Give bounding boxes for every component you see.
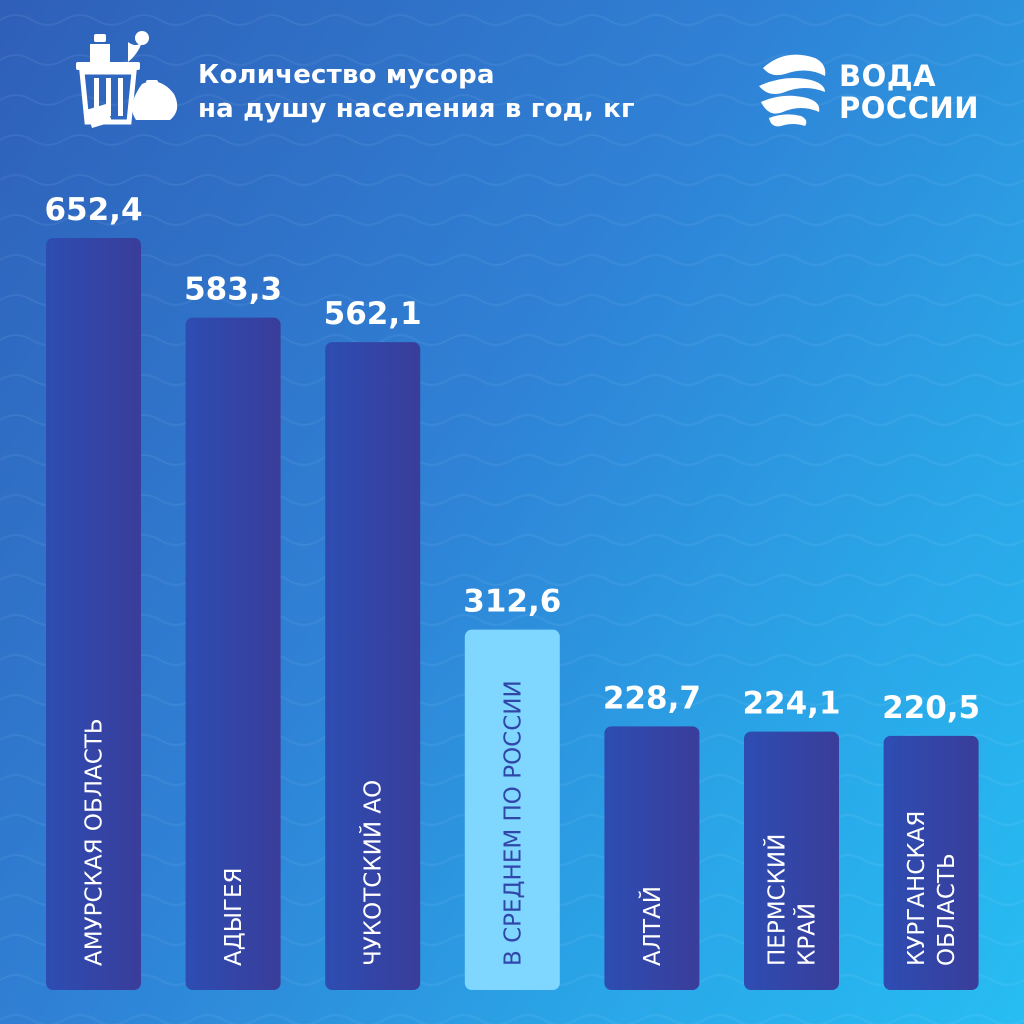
bar-group: 224,1 ПЕРМСКИЙ КРАЙ bbox=[742, 686, 841, 990]
bar-category-label: АДЫГЕЯ bbox=[221, 867, 247, 966]
chart-title: Количество мусора на душу населения в го… bbox=[198, 58, 635, 126]
bar bbox=[604, 726, 700, 990]
bar-average bbox=[464, 629, 560, 990]
bar-value-label: 583,3 bbox=[184, 272, 282, 308]
bar-category-label-line: АЛТАЙ bbox=[638, 886, 666, 966]
bar-value-label: 652,4 bbox=[44, 192, 142, 228]
logo-line-1: ВОДА bbox=[839, 59, 937, 93]
bar-value-label: 228,7 bbox=[603, 680, 701, 716]
bar bbox=[744, 731, 839, 990]
bar-category-label-line: ЧУКОТСКИЙ АО bbox=[359, 780, 387, 966]
bar-value-label: 224,1 bbox=[742, 686, 840, 722]
trash-bin-icon bbox=[76, 31, 178, 128]
bar-category-label: ПЕРМСКИЙ КРАЙ bbox=[763, 834, 821, 966]
bar-group: 583,3 АДЫГЕЯ bbox=[184, 272, 282, 990]
bar-group: 562,1 ЧУКОТСКИЙ АО bbox=[324, 296, 422, 991]
bar-category-label-line: ПЕРМСКИЙ bbox=[763, 834, 791, 966]
voda-rossii-logo: ВОДА РОССИИ bbox=[755, 50, 1015, 134]
bar bbox=[325, 342, 421, 991]
bar-value-label: 220,5 bbox=[882, 690, 980, 726]
bars: 652,4 АМУРСКАЯ ОБЛАСТЬ 583,3 АДЫГЕЯ 562,1 ЧУК… bbox=[44, 192, 980, 991]
bar-category-label-line: АМУРСКАЯ ОБЛАСТЬ bbox=[82, 718, 108, 966]
bar-category-label-line: КУРГАНСКАЯ bbox=[904, 811, 930, 966]
bar-value-label: 562,1 bbox=[324, 296, 422, 332]
bar-category-label-line: КРАЙ bbox=[793, 903, 821, 966]
bar-value-label: 312,6 bbox=[463, 584, 561, 620]
bar-category-label-line: В СРЕДНЕМ ПО РОССИИ bbox=[500, 680, 526, 966]
bar-category-label: АМУРСКАЯ ОБЛАСТЬ bbox=[82, 718, 108, 966]
chart-title-line-2: на душу населения в год, кг bbox=[198, 94, 635, 124]
logo-line-2: РОССИИ bbox=[839, 91, 980, 125]
bar-category-label: КУРГАНСКАЯ ОБЛАСТЬ bbox=[904, 811, 960, 966]
bar bbox=[883, 735, 979, 990]
bar-group: 220,5 КУРГАНСКАЯ ОБЛАСТЬ bbox=[882, 690, 980, 990]
bar-category-label-line: АДЫГЕЯ bbox=[221, 867, 247, 966]
logo-text: ВОДА РОССИИ bbox=[839, 60, 979, 124]
bar-category-label: ЧУКОТСКИЙ АО bbox=[359, 780, 387, 966]
bar-group: 312,6 В СРЕДНЕМ ПО РОССИИ bbox=[463, 584, 561, 990]
bar-category-label: В СРЕДНЕМ ПО РОССИИ bbox=[500, 680, 526, 966]
bar-group: 228,7 АЛТАЙ bbox=[603, 680, 701, 990]
bar-group: 652,4 АМУРСКАЯ ОБЛАСТЬ bbox=[44, 192, 143, 990]
bar-category-label: АЛТАЙ bbox=[638, 886, 666, 966]
bar-category-label-line: ОБЛАСТЬ bbox=[934, 853, 960, 966]
water-wave-logo-icon bbox=[759, 54, 826, 127]
bar bbox=[46, 238, 141, 990]
bar bbox=[185, 317, 281, 990]
chart-title-line-1: Количество мусора bbox=[198, 60, 495, 90]
